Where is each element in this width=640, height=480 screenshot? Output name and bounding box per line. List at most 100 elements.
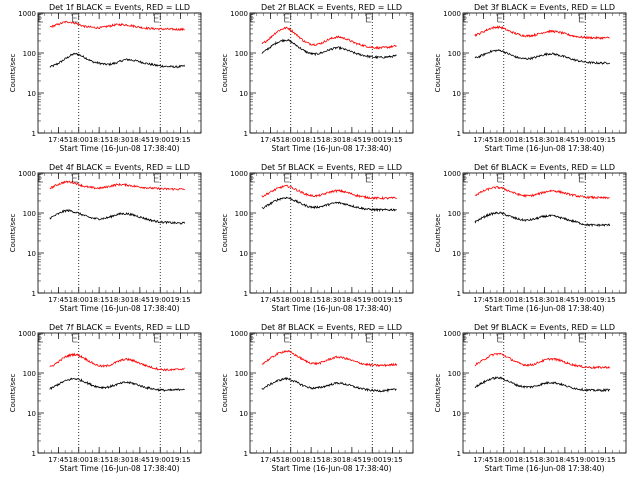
panel-title: Det 1f BLACK = Events, RED = LLD: [49, 3, 190, 12]
y-axis-label: Counts/sec: [221, 374, 229, 413]
boundary-marker: [497, 13, 503, 23]
y-tick-label: 10: [452, 410, 461, 418]
panel-det-5f: Det 5f BLACK = Events, RED = LLD 1 10 100 10…: [221, 163, 414, 313]
boundary-marker: [153, 173, 160, 183]
y-tick-label: 100: [23, 210, 36, 218]
events-series-line: [49, 208, 186, 225]
panel-det-7f: Det 7f BLACK = Events, RED = LLD 1 10 100 10…: [9, 323, 202, 473]
x-tick-label: 19:15: [171, 296, 191, 304]
x-tick-label: 18:15: [89, 456, 109, 464]
boundary-marker: [578, 13, 585, 23]
x-tick-label: 18:30: [321, 296, 341, 304]
y-tick-label: 1000: [230, 170, 248, 178]
plot-frame: [249, 12, 414, 134]
x-tick-label: 18:45: [342, 456, 362, 464]
y-tick-label: 1: [457, 290, 461, 298]
boundary-marker: [463, 173, 468, 183]
boundary-marker: [284, 173, 290, 183]
y-axis-label: Counts/sec: [434, 374, 442, 413]
x-tick-label: 18:30: [321, 456, 341, 464]
x-tick-label: 17:45: [48, 456, 68, 464]
x-tick-label: 18:45: [130, 136, 150, 144]
x-tick-label: 18:15: [514, 296, 534, 304]
boundary-marker: [578, 173, 585, 183]
boundary-marker: [38, 13, 43, 23]
plot-frame: [37, 172, 202, 294]
y-axis-label: Counts/sec: [434, 54, 442, 93]
x-tick-label: 17:45: [260, 296, 280, 304]
x-tick-label: 19:00: [150, 296, 170, 304]
boundary-marker: [38, 333, 43, 343]
y-tick-label: 1: [457, 130, 461, 138]
x-tick-label: 18:45: [555, 456, 575, 464]
x-tick-label: 17:45: [48, 136, 68, 144]
y-tick-label: 1000: [443, 10, 461, 18]
panel-title: Det 9f BLACK = Events, RED = LLD: [474, 323, 615, 332]
y-tick-label: 1: [32, 290, 36, 298]
y-tick-label: 10: [239, 90, 248, 98]
x-tick-label: 17:45: [260, 136, 280, 144]
boundary-marker: [250, 13, 255, 23]
y-tick-label: 100: [23, 370, 36, 378]
y-tick-label: 1000: [230, 330, 248, 338]
panel-title: Det 3f BLACK = Events, RED = LLD: [474, 3, 615, 12]
y-tick-label: 100: [235, 370, 248, 378]
x-tick-label: 17:45: [260, 456, 280, 464]
x-tick-label: 19:15: [596, 136, 616, 144]
lld-series-line: [49, 352, 185, 372]
x-tick-label: 19:15: [383, 456, 403, 464]
events-series-line: [261, 376, 397, 393]
x-tick-label: 19:00: [150, 136, 170, 144]
boundary-marker: [72, 333, 78, 343]
panel-det-9f: Det 9f BLACK = Events, RED = LLD 1 10 100 10…: [434, 323, 627, 473]
x-axis-label: Start Time (16-Jun-08 17:38:40): [60, 464, 180, 473]
lld-series-line: [474, 186, 610, 200]
y-tick-label: 100: [448, 370, 461, 378]
x-tick-label: 19:15: [171, 136, 191, 144]
x-tick-label: 17:45: [48, 296, 68, 304]
x-tick-label: 18:15: [301, 136, 321, 144]
boundary-marker: [38, 173, 43, 183]
y-tick-label: 1: [244, 290, 248, 298]
y-tick-label: 1: [244, 450, 248, 458]
panel-title: Det 6f BLACK = Events, RED = LLD: [474, 163, 615, 172]
x-tick-label: 19:00: [150, 456, 170, 464]
plot-frame: [462, 12, 627, 134]
y-axis-label: Counts/sec: [9, 54, 17, 93]
y-axis-label: Counts/sec: [434, 214, 442, 253]
x-axis-label: Start Time (16-Jun-08 17:38:40): [485, 464, 605, 473]
x-tick-label: 18:00: [494, 456, 514, 464]
boundary-marker: [497, 333, 503, 343]
y-tick-label: 1: [244, 130, 248, 138]
x-tick-label: 18:15: [301, 456, 321, 464]
x-tick-label: 18:15: [89, 136, 109, 144]
x-tick-label: 19:00: [362, 136, 382, 144]
x-tick-label: 19:00: [575, 296, 595, 304]
y-tick-label: 1000: [443, 330, 461, 338]
y-tick-label: 10: [27, 250, 36, 258]
events-series-line: [474, 48, 611, 65]
x-axis-label: Start Time (16-Jun-08 17:38:40): [272, 304, 392, 313]
plot-frame: [37, 12, 202, 134]
lld-series-line: [261, 26, 397, 50]
boundary-marker: [497, 173, 503, 183]
y-tick-label: 1000: [443, 170, 461, 178]
x-tick-label: 18:00: [69, 296, 89, 304]
boundary-marker: [153, 333, 160, 343]
boundary-marker: [250, 333, 255, 343]
boundary-marker: [463, 333, 468, 343]
x-tick-label: 18:00: [281, 296, 301, 304]
panel-det-2f: Det 2f BLACK = Events, RED = LLD 1 10 100 10…: [221, 3, 414, 153]
x-tick-label: 18:30: [534, 456, 554, 464]
boundary-marker: [250, 173, 255, 183]
y-tick-label: 100: [448, 50, 461, 58]
y-tick-label: 10: [452, 250, 461, 258]
panel-title: Det 7f BLACK = Events, RED = LLD: [49, 323, 190, 332]
x-tick-label: 19:00: [362, 296, 382, 304]
x-tick-label: 18:45: [130, 456, 150, 464]
boundary-marker: [284, 333, 290, 343]
x-tick-label: 19:15: [383, 296, 403, 304]
boundary-marker: [365, 333, 372, 343]
x-tick-label: 18:30: [321, 136, 341, 144]
